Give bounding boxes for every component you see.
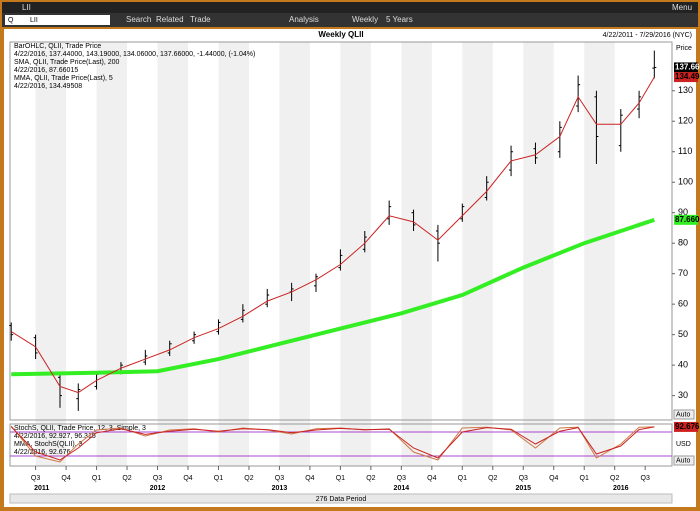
series-line xyxy=(10,426,655,461)
x-tick-label: Q2 xyxy=(610,475,619,482)
x-tick-label: Q3 xyxy=(519,475,528,482)
last-value-label: 87.66015 xyxy=(675,215,700,224)
search-prefix: Q xyxy=(8,17,14,24)
y-tick-label: 110 xyxy=(678,146,692,156)
year-label: 2011 xyxy=(34,485,49,492)
year-label: 2012 xyxy=(150,485,166,492)
x-tick-label: Q3 xyxy=(31,475,40,482)
x-tick-label: Q2 xyxy=(366,475,375,482)
y-tick-label: 40 xyxy=(678,360,688,370)
x-tick-label: Q1 xyxy=(336,475,345,482)
y-tick-label: 80 xyxy=(678,238,688,248)
axis-label: USD xyxy=(676,441,691,448)
legend-entry: SMA, QLII, Trade Price(Last), 200 xyxy=(14,59,120,66)
title-bar xyxy=(2,2,698,13)
quarter-shade xyxy=(584,42,615,466)
quarter-shade xyxy=(35,42,67,466)
quarter-shade xyxy=(218,42,249,466)
year-label: 2014 xyxy=(394,485,410,492)
y-tick-label: 130 xyxy=(678,85,693,95)
series-line xyxy=(11,217,655,377)
search[interactable]: Search xyxy=(126,15,151,24)
auto-button-label[interactable]: Auto xyxy=(676,411,691,418)
last-value-box xyxy=(674,72,698,83)
y-tick-label: 70 xyxy=(678,268,688,278)
quarter-shade xyxy=(157,42,188,466)
legend-entry: MMA, QLII, Trade Price(Last), 5 xyxy=(14,75,113,82)
x-tick-label: Q1 xyxy=(458,475,467,482)
x-tick-label: Q3 xyxy=(275,475,284,482)
y-tick-label: 100 xyxy=(678,177,693,187)
legend-entry: 4/22/2016, 92.676 xyxy=(14,449,71,456)
year-label: 2013 xyxy=(272,485,288,492)
last-value-label: 137.660 xyxy=(675,63,700,72)
symbol: LII xyxy=(22,3,31,12)
x-tick-label: Q2 xyxy=(122,475,131,482)
x-tick-label: Q1 xyxy=(214,475,223,482)
legend-entry: 4/22/2016, 137.44000, 143.19000, 134.060… xyxy=(14,51,255,58)
legend-entry: 4/22/2016, 87.66015 xyxy=(14,67,78,74)
x-tick-label: Q4 xyxy=(549,475,558,482)
auto-button[interactable] xyxy=(673,455,695,466)
year-label: 2016 xyxy=(613,485,629,492)
y-tick-label: 50 xyxy=(678,329,688,339)
legend-entry: BarOHLC, QLII, Trade Price xyxy=(14,43,101,50)
quarter-shade xyxy=(340,42,371,466)
x-tick-label: Q3 xyxy=(641,475,650,482)
menu[interactable]: Menu xyxy=(672,3,692,12)
axis-label: Price xyxy=(676,45,692,52)
legend-entry: 4/22/2016, 92.927, 96.315 xyxy=(14,433,96,440)
x-tick-label: Q2 xyxy=(244,475,253,482)
y-tick-label: 30 xyxy=(678,390,688,400)
x-tick-label: Q1 xyxy=(580,475,589,482)
x-tick-label: Q4 xyxy=(183,475,192,482)
x-tick-label: Q3 xyxy=(397,475,406,482)
symbol-input[interactable]: LII xyxy=(30,17,38,24)
quarter-shade xyxy=(462,42,493,466)
footer: 276 Data Period xyxy=(316,496,367,503)
last-value-label: 92.676 xyxy=(675,422,700,431)
date-range: 4/22/2011 - 7/29/2016 (NYC) xyxy=(603,32,692,39)
chart-title: Weekly QLII xyxy=(318,30,363,39)
symbol-box[interactable] xyxy=(5,15,110,25)
analysis[interactable]: Analysis xyxy=(289,15,319,24)
related[interactable]: Related xyxy=(156,15,184,24)
toolbar xyxy=(2,13,698,27)
range[interactable]: 5 Years xyxy=(386,15,413,24)
last-value-box xyxy=(674,214,698,225)
series-line xyxy=(10,76,655,394)
quarter-shade xyxy=(96,42,128,466)
x-tick-label: Q1 xyxy=(92,475,101,482)
x-tick-label: Q4 xyxy=(61,475,70,482)
y-tick-label: 90 xyxy=(678,207,688,217)
x-tick-label: Q3 xyxy=(153,475,162,482)
legend-entry: 4/22/2016, 134.49508 xyxy=(14,83,82,90)
x-tick-label: Q4 xyxy=(427,475,436,482)
quarter-shade xyxy=(401,42,432,466)
year-label: 2015 xyxy=(515,485,531,492)
legend-entry: StochS, QLII, Trade Price, 12, 3, Simple… xyxy=(14,425,146,432)
quarter-shade xyxy=(523,42,554,466)
interval[interactable]: Weekly xyxy=(352,15,378,24)
last-value-box xyxy=(674,62,698,73)
trade[interactable]: Trade xyxy=(190,15,211,24)
x-tick-label: Q2 xyxy=(488,475,497,482)
y-tick-label: 120 xyxy=(678,116,693,126)
auto-button[interactable] xyxy=(673,409,695,420)
pane-border xyxy=(9,41,673,421)
y-tick-label: 60 xyxy=(678,299,688,309)
last-value-label: 134.495 xyxy=(675,72,700,81)
x-tick-label: Q4 xyxy=(305,475,314,482)
legend-entry: MMA, StochS(QLII), 3 xyxy=(14,441,83,448)
pane-border xyxy=(9,423,673,467)
scroll-bar xyxy=(9,493,673,504)
last-value-box xyxy=(674,421,698,432)
auto-button-label[interactable]: Auto xyxy=(676,457,691,464)
quarter-shade xyxy=(279,42,310,466)
